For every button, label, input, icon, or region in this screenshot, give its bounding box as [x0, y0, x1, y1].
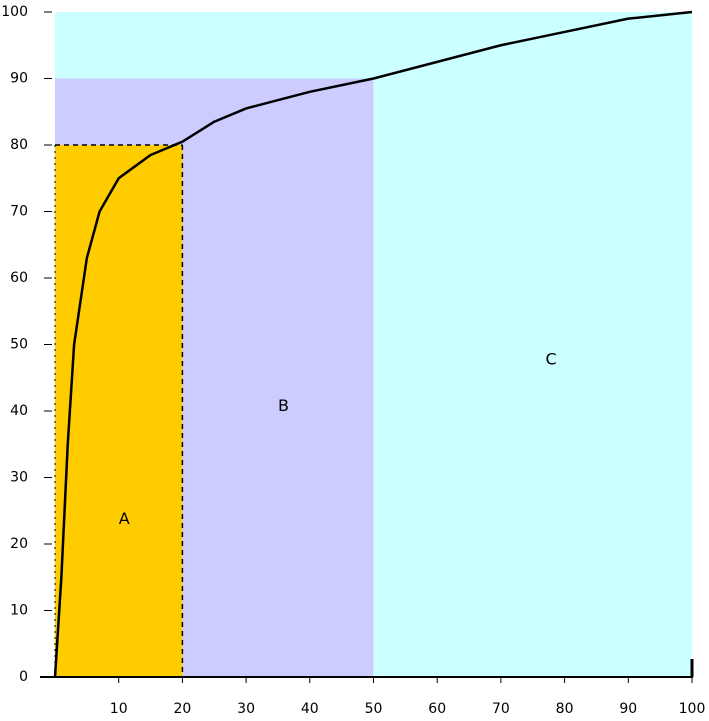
region-label: C	[545, 349, 556, 368]
y-tick-label: 0	[19, 669, 28, 685]
x-tick-label: 100	[679, 701, 706, 717]
x-tick-label: 30	[237, 701, 255, 717]
x-tick-label: 10	[110, 701, 128, 717]
y-tick-label: 70	[10, 204, 28, 220]
y-tick-label: 100	[1, 4, 28, 20]
x-tick-label: 40	[301, 701, 319, 717]
y-tick-label: 40	[10, 403, 28, 419]
x-tick-label: 90	[619, 701, 637, 717]
curve	[53, 10, 693, 678]
x-tick-label: 20	[173, 701, 191, 717]
x-tick-label: 80	[556, 701, 574, 717]
region-label: B	[278, 396, 289, 415]
y-tick-label: 90	[10, 71, 28, 87]
y-tick-label: 10	[10, 603, 28, 619]
y-tick-label: 60	[10, 270, 28, 286]
x-tick-label: 60	[428, 701, 446, 717]
region-label: A	[119, 509, 130, 528]
y-tick-label: 80	[10, 137, 28, 153]
x-tick-label: 50	[365, 701, 383, 717]
y-tick-label: 50	[10, 337, 28, 353]
region	[55, 145, 183, 677]
y-tick-label: 20	[10, 536, 28, 552]
x-tick-label: 70	[492, 701, 510, 717]
y-tick-label: 30	[10, 470, 28, 486]
